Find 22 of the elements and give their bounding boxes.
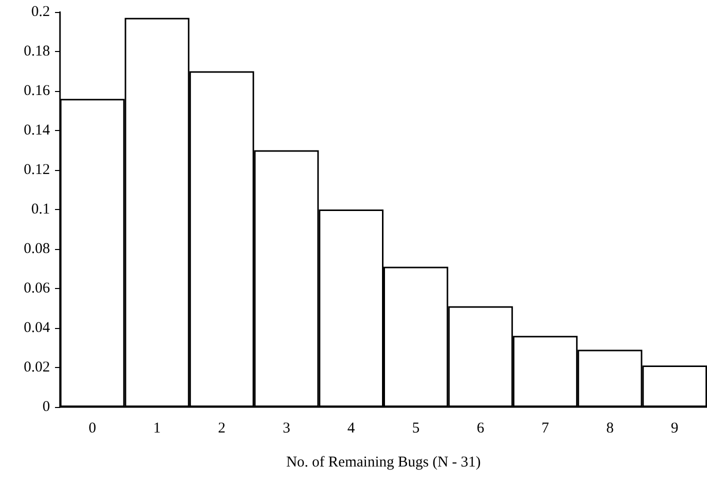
- y-tick-label: 0.18: [24, 44, 50, 60]
- x-tick-label: 8: [606, 420, 614, 436]
- x-tick-label: 7: [542, 420, 550, 436]
- y-tick-label: 0: [42, 399, 50, 415]
- x-axis-title: No. of Remaining Bugs (N - 31): [286, 454, 481, 470]
- x-tick-label: 4: [347, 420, 356, 436]
- y-tick-label: 0.2: [31, 4, 50, 20]
- y-tick-label: 0.12: [24, 162, 50, 178]
- x-tick-label: 0: [88, 420, 96, 436]
- x-tick-label: 6: [476, 420, 485, 436]
- y-tick-label: 0.08: [24, 241, 50, 257]
- x-tick-label: 2: [218, 420, 226, 436]
- x-tick-label: 1: [153, 420, 161, 436]
- y-tick-label: 0.16: [24, 83, 50, 99]
- x-tick-label: 9: [670, 420, 678, 436]
- y-tick-label: 0.04: [24, 320, 50, 336]
- y-tick-label: 0.14: [24, 122, 50, 138]
- x-tick-label: 5: [412, 420, 420, 436]
- y-tick-label: 0.02: [24, 360, 50, 376]
- y-tick-label: 0.06: [24, 280, 50, 296]
- y-tick-label: 0.1: [31, 202, 50, 218]
- x-tick-label: 3: [282, 420, 290, 436]
